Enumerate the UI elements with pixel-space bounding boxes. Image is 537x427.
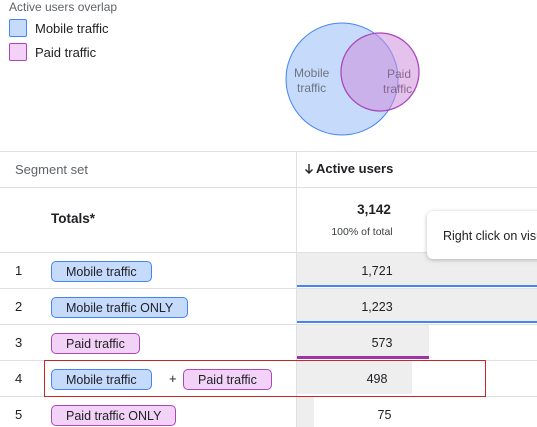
legend-label: Paid traffic (35, 44, 97, 60)
segment-chip-paid-traffic[interactable]: Paid traffic (51, 333, 140, 354)
paid-traffic-circle[interactable] (340, 32, 420, 112)
venn-paid-label: Paid (387, 67, 411, 81)
segment-chip-mobile-traffic[interactable]: Mobile traffic (51, 261, 152, 282)
venn-diagram[interactable]: Mobile traffic Paid traffic (285, 22, 425, 142)
totals-value: 3,142 (357, 202, 391, 217)
active-users-value: 1,721 (361, 264, 393, 278)
active-users-bar (297, 289, 537, 322)
venn-paid-label: traffic (383, 82, 412, 96)
active-users-value: 1,223 (361, 300, 393, 314)
mobile-traffic-swatch (9, 19, 27, 37)
active-users-bar (297, 397, 314, 427)
venn-mobile-label: traffic (297, 81, 326, 95)
bar-underline (297, 321, 537, 323)
legend-label: Mobile traffic (35, 20, 109, 36)
column-divider (296, 151, 297, 427)
segment-set-header[interactable]: Segment set (15, 162, 88, 177)
bar-underline (297, 356, 429, 359)
legend-title: Active users overlap (9, 0, 118, 14)
context-tooltip: Right click on visualization (427, 211, 537, 259)
row-border (0, 288, 537, 289)
segment-chip-mobile-traffic-only[interactable]: Mobile traffic ONLY (51, 297, 189, 318)
bar-underline (297, 285, 537, 287)
row-highlight-box (44, 360, 486, 397)
active-users-header-label: Active users (316, 161, 394, 176)
row-border (0, 324, 537, 325)
row-border (0, 252, 537, 253)
row-number: 1 (15, 263, 23, 278)
totals-percent: 100% of total (331, 226, 393, 238)
row-number: 5 (15, 407, 23, 422)
row-number: 4 (15, 371, 23, 386)
table-top-border (0, 151, 537, 152)
segment-chip-mobile-traffic[interactable]: Mobile traffic (51, 369, 152, 390)
active-users-bar (297, 361, 412, 394)
totals-label: Totals* (51, 211, 96, 226)
segment-chip-paid-traffic[interactable]: Paid traffic (183, 369, 272, 390)
active-users-value: 498 (366, 372, 388, 386)
active-users-header[interactable]: Active users (304, 161, 393, 176)
segment-chip-paid-traffic-only[interactable]: Paid traffic ONLY (51, 405, 177, 426)
active-users-value: 75 (377, 408, 392, 422)
row-number: 3 (15, 335, 23, 350)
paid-traffic-swatch (9, 43, 27, 61)
segment-plus-sign: + (169, 371, 177, 386)
legend-item-mobile-traffic[interactable]: Mobile traffic (9, 18, 108, 38)
row-number: 2 (15, 299, 23, 314)
legend-item-paid-traffic[interactable]: Paid traffic (9, 42, 96, 62)
arrow-down-icon (305, 163, 313, 174)
active-users-value: 573 (371, 336, 393, 350)
active-users-bar (297, 325, 429, 358)
header-bottom-border (0, 187, 537, 188)
venn-mobile-label: Mobile (294, 66, 330, 80)
